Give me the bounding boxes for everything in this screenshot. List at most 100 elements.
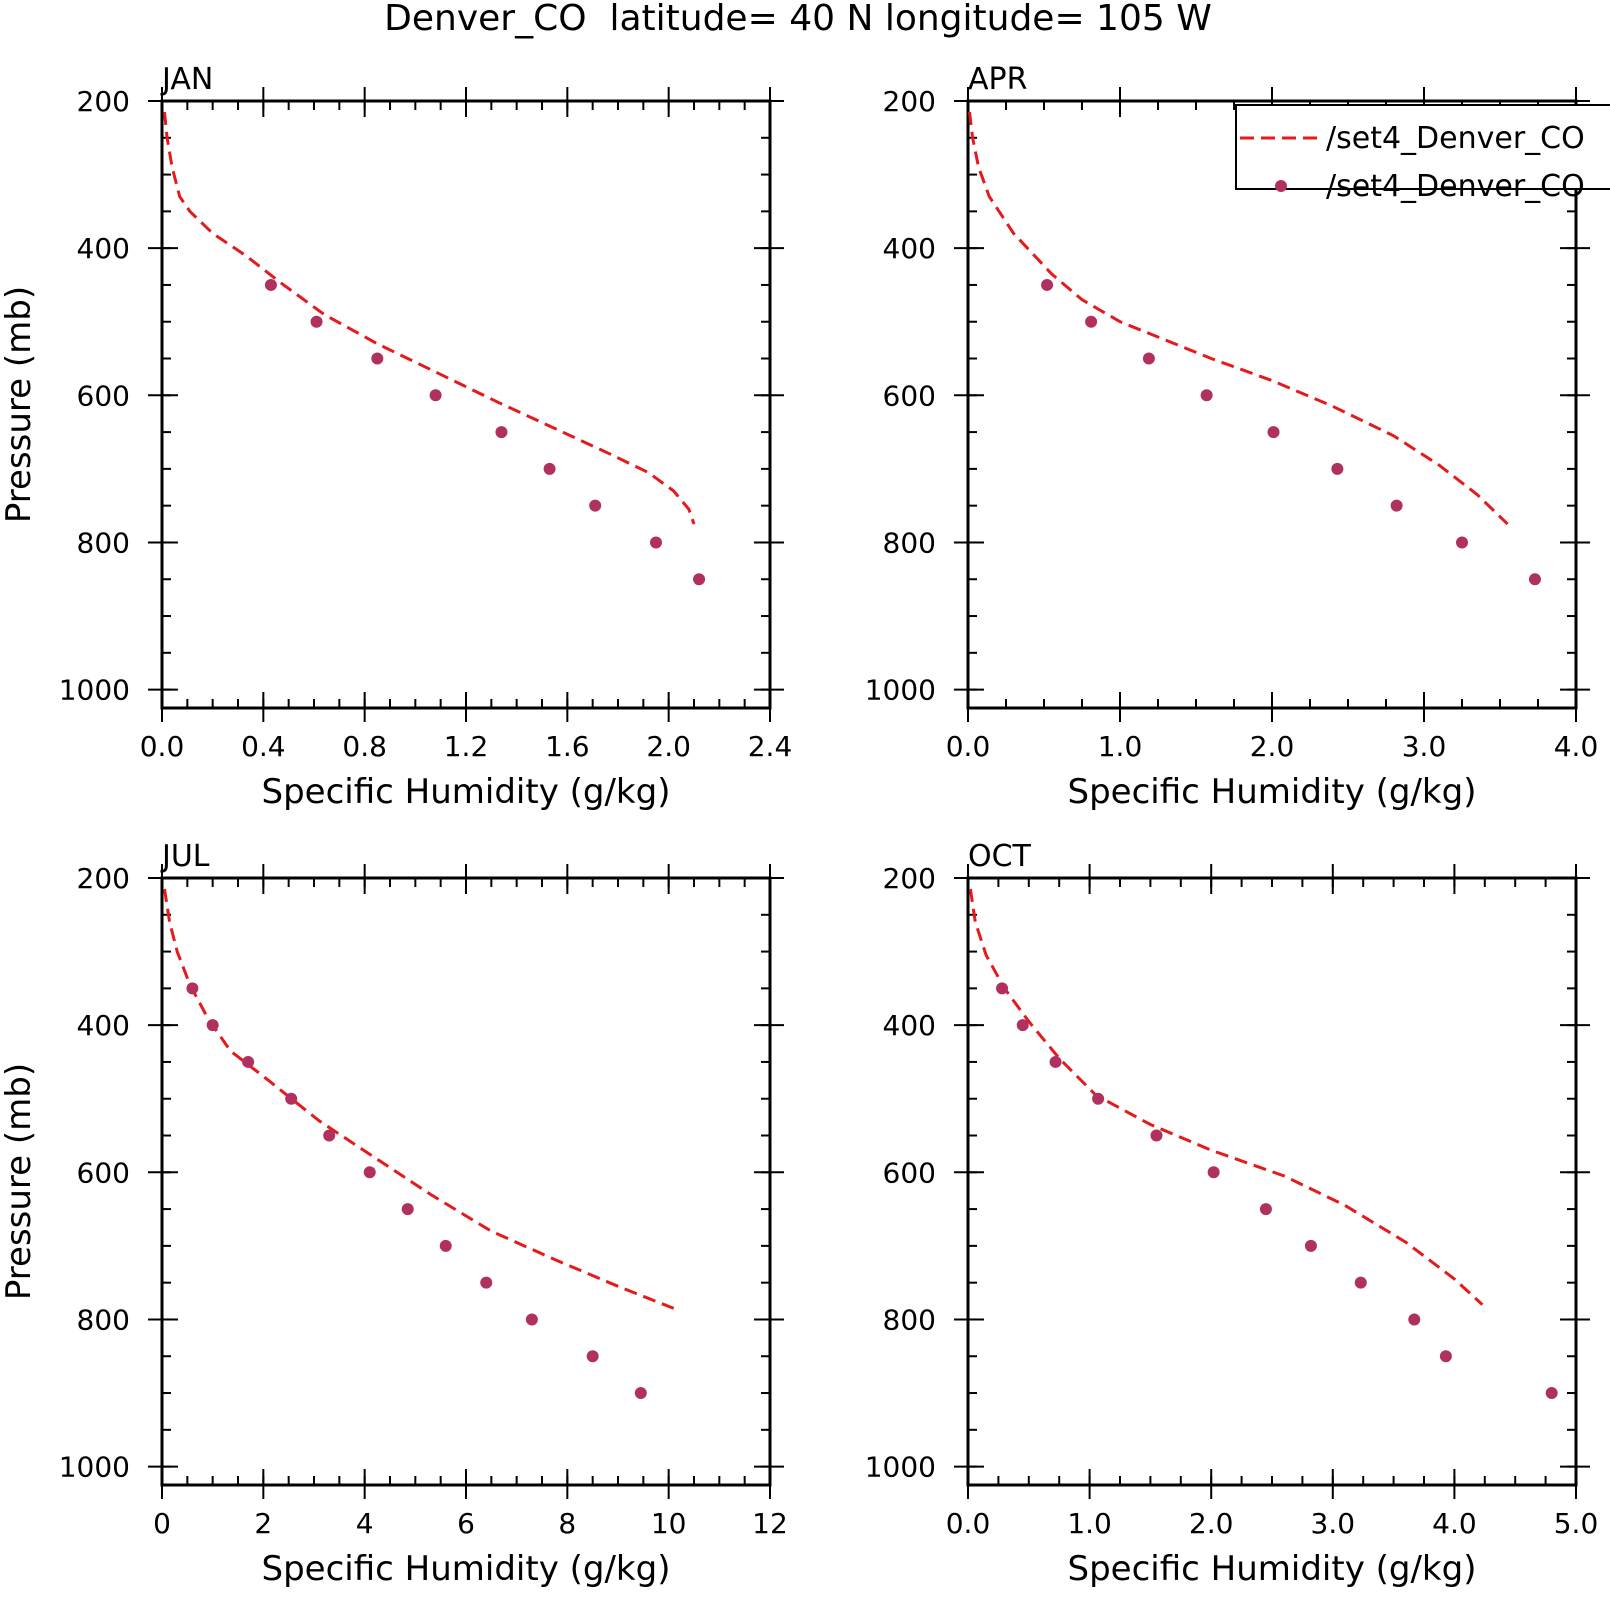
x-tick-label: 4.0 <box>1432 1507 1477 1540</box>
obs-point <box>480 1276 493 1289</box>
chart-title: Denver_CO latitude= 40 N longitude= 105 … <box>384 0 1212 39</box>
obs-point <box>495 426 508 439</box>
model-line <box>968 888 1484 1306</box>
x-tick-label: 5.0 <box>1554 1507 1599 1540</box>
y-axis-label: Pressure (mb) <box>0 1063 39 1300</box>
x-axis-label: Specific Humidity (g/kg) <box>262 1549 671 1589</box>
y-tick-label: 1000 <box>59 1451 130 1484</box>
obs-point <box>1354 1276 1367 1289</box>
obs-point <box>1200 389 1213 402</box>
model-line <box>163 111 696 525</box>
y-tick-label: 400 <box>77 1009 130 1042</box>
obs-point <box>401 1203 414 1216</box>
y-tick-label: 800 <box>77 526 130 559</box>
x-tick-label: 3.0 <box>1311 1507 1356 1540</box>
panel-apr: APR 0.0 1.0 2.0 3.0 4.0 200 400 600 800 1000 Specif… <box>865 62 1599 812</box>
x-tick-label: 0.0 <box>946 1507 991 1540</box>
x-tick-label: 0.4 <box>241 730 286 763</box>
y-tick-label: 800 <box>883 1303 936 1336</box>
x-tick-label: 4 <box>356 1507 374 1540</box>
obs-point <box>634 1387 647 1400</box>
obs-point <box>693 573 706 586</box>
y-tick-label: 800 <box>883 526 936 559</box>
obs-point <box>1016 1019 1029 1032</box>
obs-point <box>1545 1387 1558 1400</box>
x-tick-label: 3.0 <box>1402 730 1447 763</box>
x-tick-label: 2.0 <box>1250 730 1295 763</box>
x-tick-label: 12 <box>752 1507 788 1540</box>
obs-point <box>586 1350 599 1363</box>
obs-point <box>1092 1092 1105 1105</box>
obs-point <box>1439 1350 1452 1363</box>
y-tick-label: 200 <box>77 862 130 895</box>
obs-point <box>1528 573 1541 586</box>
obs-point <box>1259 1203 1272 1216</box>
panel-label: OCT <box>968 839 1032 874</box>
obs-point <box>1390 499 1403 512</box>
obs-point <box>1085 315 1098 328</box>
y-axis-label: Pressure (mb) <box>0 286 39 523</box>
obs-point <box>371 352 384 365</box>
panel-label: JUL <box>160 839 210 874</box>
obs-point <box>1267 426 1280 439</box>
obs-point <box>1041 278 1054 291</box>
x-tick-label: 10 <box>651 1507 687 1540</box>
obs-point <box>1049 1055 1062 1068</box>
panel-jul: JUL 0 2 4 6 8 10 12 200 400 600 800 1000 Specific Hum… <box>0 839 788 1589</box>
obs-point <box>996 982 1009 995</box>
y-tick-label: 400 <box>883 1009 936 1042</box>
y-tick-label: 600 <box>77 1156 130 1189</box>
obs-point <box>1331 462 1344 475</box>
x-tick-label: 2 <box>254 1507 272 1540</box>
x-axis-label: Specific Humidity (g/kg) <box>1068 1549 1477 1589</box>
model-line <box>968 111 1509 526</box>
x-tick-label: 4.0 <box>1554 730 1599 763</box>
obs-point <box>186 982 199 995</box>
obs-point <box>1142 352 1155 365</box>
y-tick-label: 1000 <box>865 1451 936 1484</box>
obs-point <box>1408 1313 1421 1326</box>
obs-point <box>589 499 602 512</box>
x-tick-label: 8 <box>558 1507 576 1540</box>
obs-point <box>543 462 556 475</box>
x-tick-label: 1.0 <box>1067 1507 1112 1540</box>
x-tick-label: 0 <box>153 1507 171 1540</box>
obs-point <box>363 1166 376 1179</box>
obs-point <box>323 1129 336 1142</box>
legend-label-obs: /set4_Denver_CO <box>1326 169 1585 204</box>
x-tick-label: 0.0 <box>946 730 991 763</box>
y-tick-label: 1000 <box>59 674 130 707</box>
y-tick-label: 200 <box>77 85 130 118</box>
y-tick-label: 800 <box>77 1303 130 1336</box>
x-tick-label: 1.6 <box>545 730 590 763</box>
y-tick-label: 200 <box>883 85 936 118</box>
panel-oct: OCT 0.0 1.0 2.0 3.0 4.0 5.0 200 400 600 800 1000 Spe… <box>865 839 1599 1589</box>
x-tick-label: 0.8 <box>342 730 387 763</box>
panel-label: APR <box>968 62 1027 97</box>
legend-dot-swatch <box>1275 180 1287 192</box>
plot-frame <box>966 876 1578 1487</box>
obs-point <box>525 1313 538 1326</box>
y-tick-label: 400 <box>883 232 936 265</box>
obs-point <box>242 1055 255 1068</box>
panel-label: JAN <box>160 62 213 97</box>
x-tick-label: 2.0 <box>646 730 691 763</box>
obs-point <box>206 1019 219 1032</box>
obs-point <box>264 278 277 291</box>
obs-point <box>650 536 662 549</box>
y-tick-label: 400 <box>77 232 130 265</box>
x-tick-label: 6 <box>457 1507 475 1540</box>
x-axis-label: Specific Humidity (g/kg) <box>262 772 671 812</box>
obs-point <box>310 315 323 328</box>
plot-frame <box>160 99 772 710</box>
obs-point <box>1207 1166 1220 1179</box>
legend-label-model: /set4_Denver_CO <box>1326 121 1585 156</box>
obs-point <box>285 1092 298 1105</box>
y-tick-label: 600 <box>883 379 936 412</box>
obs-point <box>439 1239 452 1252</box>
obs-point <box>1304 1239 1317 1252</box>
obs-point <box>1150 1129 1163 1142</box>
panel-jan: JAN 0.0 0.4 0.8 1.2 1.6 2.0 2.4 200 400 600 800 1000… <box>0 62 792 812</box>
